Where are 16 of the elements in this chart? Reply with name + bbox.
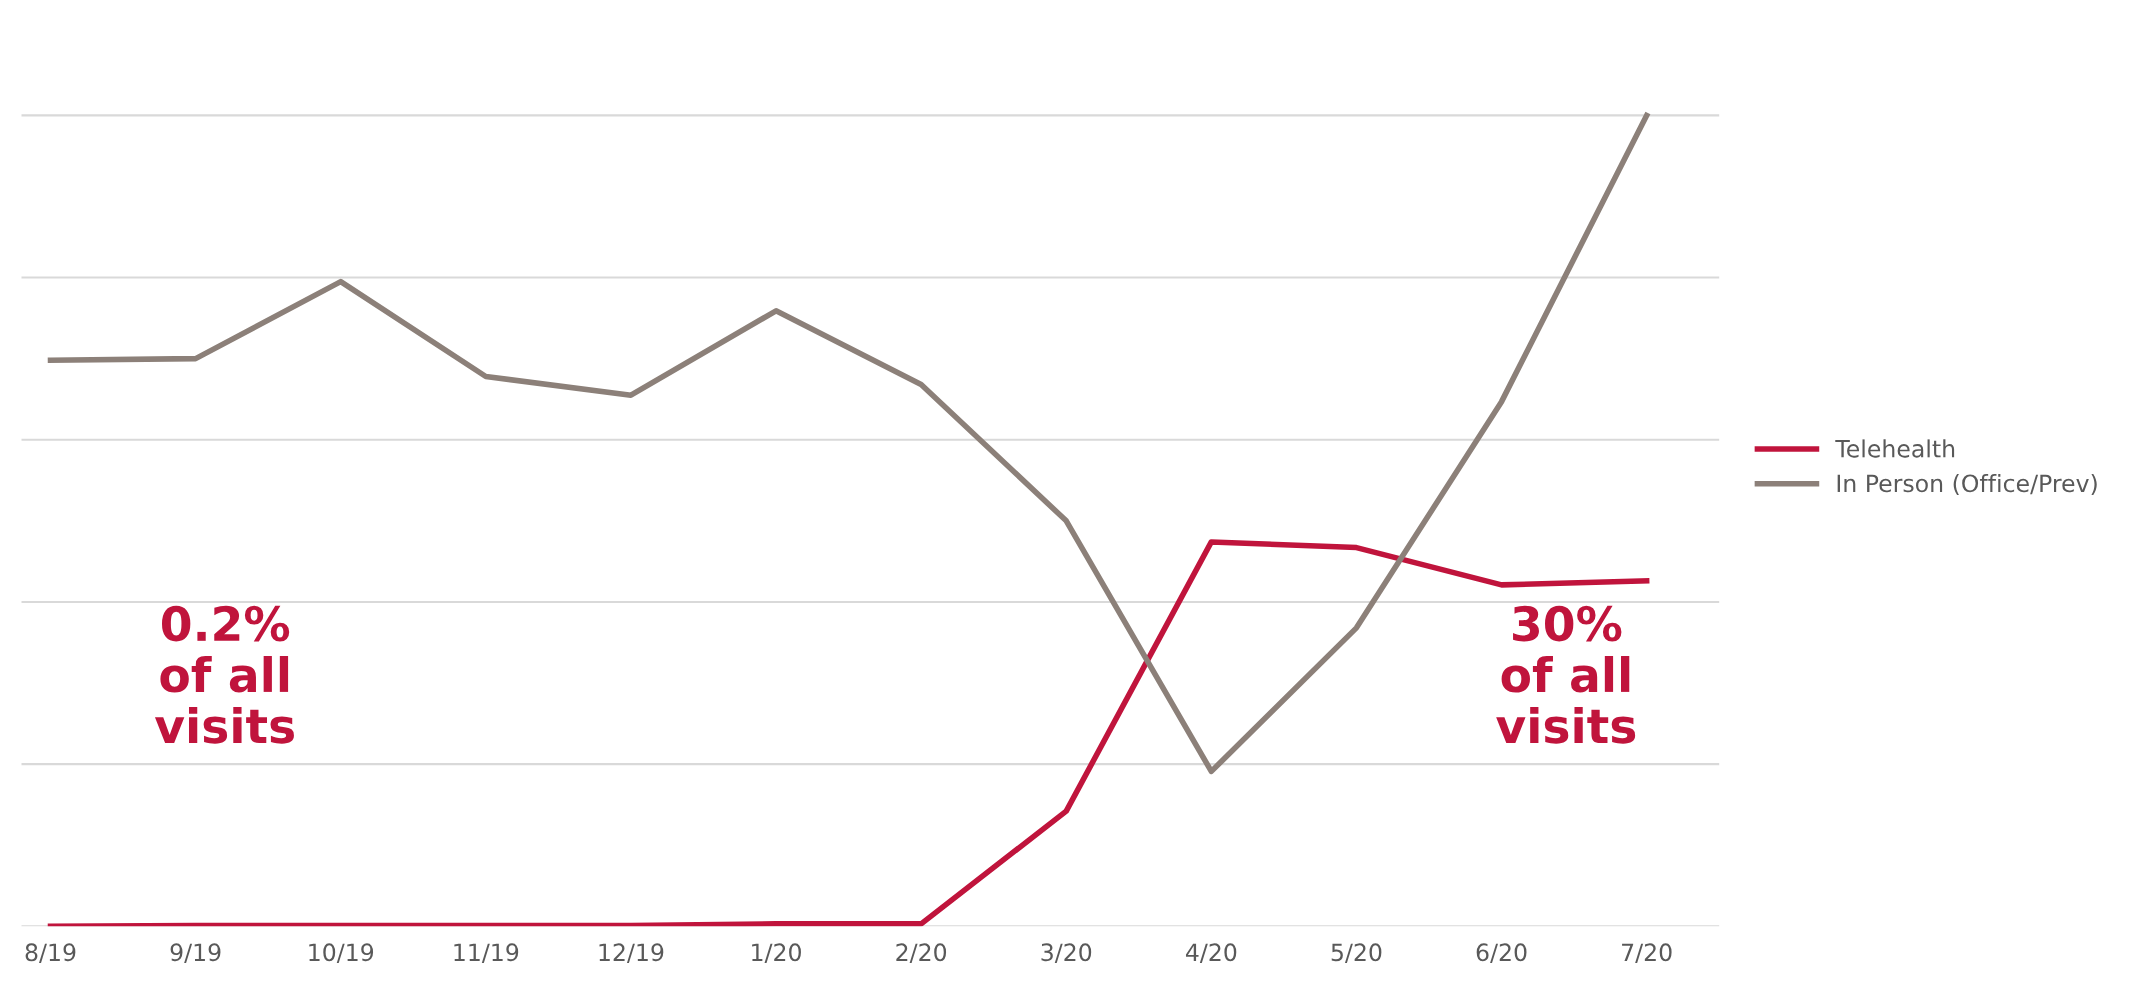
legend-label: Telehealth [1835,439,1955,458]
x-tick-label: 5/20 [1331,943,1382,964]
x-tick-label: 10/19 [309,943,374,964]
x-tick-label: 2/20 [896,943,947,964]
annotation: 0.2% of all visits [154,605,294,744]
annotation: 30% of all visits [1496,605,1636,744]
legend-label: In Person (Office/Prev) [1837,474,2097,496]
x-tick-label: 12/19 [599,943,664,964]
x-tick-label: 3/20 [1041,943,1092,964]
x-tick-label: 7/20 [1622,943,1672,964]
x-tick-label: 11/19 [454,943,519,964]
x-tick-label: 9/19 [170,943,221,964]
x-tick-label: 1/20 [752,943,801,964]
x-tick-label: 6/20 [1476,943,1527,964]
x-tick-label: 4/20 [1185,943,1237,964]
x-tick-label: 8/19 [25,943,76,964]
